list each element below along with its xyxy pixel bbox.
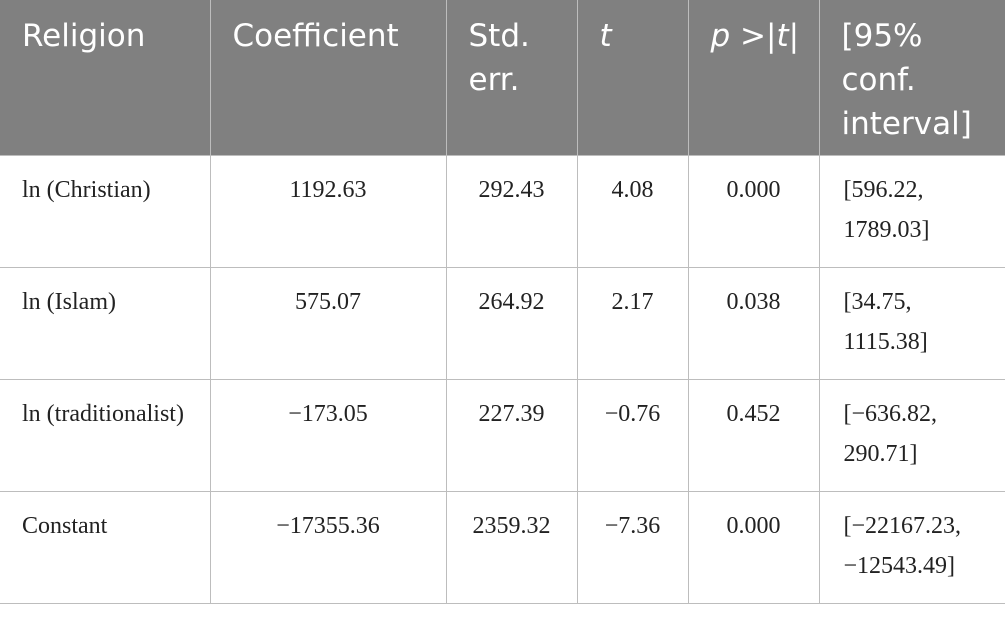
table-cell: −7.36 — [576, 490, 689, 604]
table-cell: Constant — [0, 490, 211, 604]
table-cell: [596.22, 1789.03] — [818, 154, 1005, 268]
table-cell: 4.08 — [576, 154, 689, 268]
header-cell: t — [577, 0, 689, 155]
table-cell: 0.000 — [687, 154, 820, 268]
table-cell: 1192.63 — [209, 154, 447, 268]
table-cell: 292.43 — [445, 154, 578, 268]
table-cell: 575.07 — [209, 266, 447, 380]
table-cell: [34.75, 1115.38] — [818, 266, 1005, 380]
table-cell: 0.452 — [687, 378, 820, 492]
table-cell: [−636.82, 290.71] — [818, 378, 1005, 492]
table-cell: 2359.32 — [445, 490, 578, 604]
table-cell: ln (traditionalist) — [0, 378, 211, 492]
header-row: Religion Coefficient Std. err. t p >|t| [95% … — [0, 0, 1005, 155]
table-cell: −0.76 — [576, 378, 689, 492]
table-row: ln (Christian) 1192.63 292.43 4.08 0.000 [596… — [0, 154, 1005, 268]
regression-table: Religion Coefficient Std. err. t p >|t| [95% … — [0, 0, 1005, 604]
table-cell: 2.17 — [576, 266, 689, 380]
header-cell: Religion — [0, 0, 211, 155]
table-cell: ln (Christian) — [0, 154, 211, 268]
table-cell: 227.39 — [445, 378, 578, 492]
table-cell: 0.038 — [687, 266, 820, 380]
table-cell: 0.000 — [687, 490, 820, 604]
table-cell: ln (Islam) — [0, 266, 211, 380]
table-row: ln (traditionalist) −173.05 227.39 −0.76 0.4… — [0, 378, 1005, 492]
table-row: Constant −17355.36 2359.32 −7.36 0.000 [−2216… — [0, 490, 1005, 604]
table-row: ln (Islam) 575.07 264.92 2.17 0.038 [34.75, 1… — [0, 266, 1005, 380]
header-cell: Std. err. — [446, 0, 578, 155]
table-cell: 264.92 — [445, 266, 578, 380]
table-body: ln (Christian) 1192.63 292.43 4.08 0.000 [596… — [0, 154, 1005, 604]
table-cell: [−22167.23, −12543.49] — [818, 490, 1005, 604]
header-cell: [95% conf. interval] — [819, 0, 1005, 155]
table-cell: −173.05 — [209, 378, 447, 492]
table-cell: −17355.36 — [209, 490, 447, 604]
header-cell: p >|t| — [688, 0, 820, 155]
header-cell: Coefficient — [210, 0, 447, 155]
